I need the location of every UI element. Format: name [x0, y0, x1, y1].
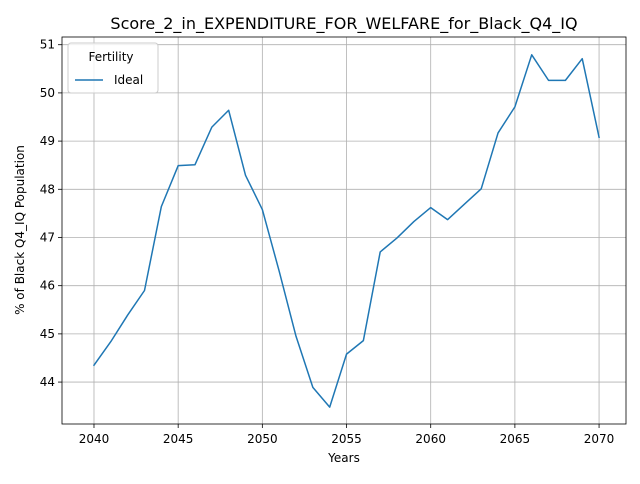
x-axis-label: Years	[327, 451, 360, 465]
y-tick-label: 50	[40, 86, 55, 100]
y-tick-label: 51	[40, 38, 55, 52]
x-tick-label: 2050	[247, 432, 278, 446]
y-tick-label: 48	[40, 182, 55, 196]
y-axis-label: % of Black Q4_IQ Population	[13, 145, 27, 315]
y-tick-label: 49	[40, 134, 55, 148]
y-tick-label: 47	[40, 230, 55, 244]
series-line-ideal	[92, 54, 600, 408]
legend-entry-label: Ideal	[114, 73, 143, 87]
x-tick-label: 2040	[79, 432, 110, 446]
x-tick-label: 2070	[584, 432, 615, 446]
chart-title: Score_2_in_EXPENDITURE_FOR_WELFARE_for_B…	[110, 14, 577, 34]
y-tick-label: 46	[40, 279, 55, 293]
y-tick-label: 45	[40, 327, 55, 341]
legend-title: Fertility	[88, 50, 133, 64]
x-tick-label: 2060	[415, 432, 446, 446]
x-tick-label: 2065	[500, 432, 531, 446]
legend: Fertility Ideal	[67, 42, 159, 94]
x-tick-label: 2055	[331, 432, 362, 446]
plot-frame	[61, 36, 627, 425]
x-tick-label: 2045	[163, 432, 194, 446]
y-tick-label: 44	[40, 375, 55, 389]
